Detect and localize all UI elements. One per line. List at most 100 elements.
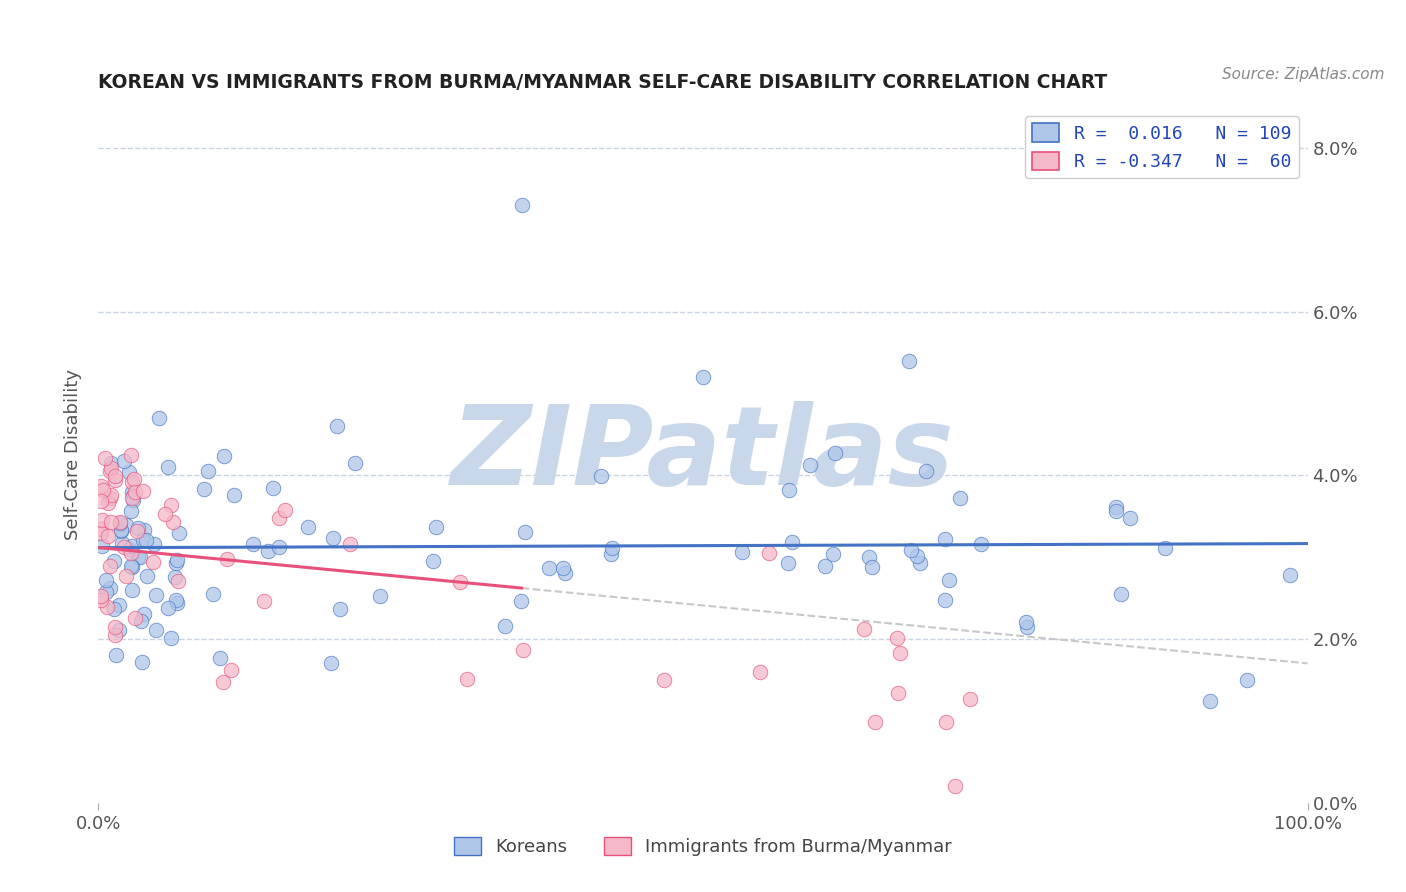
Point bbox=[326, 419, 349, 434]
Point bbox=[120, 546, 142, 560]
Point bbox=[128, 549, 150, 564]
Point bbox=[166, 596, 188, 610]
Point bbox=[512, 643, 534, 657]
Point bbox=[142, 555, 165, 569]
Point bbox=[104, 620, 127, 634]
Point bbox=[165, 593, 187, 607]
Point bbox=[162, 516, 184, 530]
Point bbox=[449, 575, 471, 590]
Point bbox=[222, 488, 245, 502]
Point bbox=[1199, 694, 1222, 708]
Point bbox=[692, 370, 714, 384]
Point bbox=[197, 464, 219, 478]
Point bbox=[1236, 673, 1258, 687]
Point bbox=[1119, 511, 1142, 525]
Point bbox=[127, 521, 149, 535]
Point bbox=[823, 547, 845, 561]
Point bbox=[274, 503, 297, 517]
Point bbox=[215, 552, 238, 566]
Point bbox=[319, 656, 342, 670]
Point bbox=[90, 526, 112, 541]
Point bbox=[121, 484, 143, 499]
Point bbox=[731, 545, 754, 559]
Point bbox=[425, 520, 447, 534]
Point bbox=[214, 449, 236, 463]
Point bbox=[934, 592, 956, 607]
Point bbox=[166, 574, 188, 589]
Point bbox=[97, 496, 120, 510]
Point bbox=[104, 473, 127, 487]
Point bbox=[943, 780, 966, 794]
Point bbox=[1014, 615, 1036, 629]
Point bbox=[1109, 587, 1132, 601]
Point bbox=[98, 491, 121, 506]
Point bbox=[93, 483, 115, 497]
Point bbox=[121, 492, 143, 507]
Point bbox=[98, 464, 121, 478]
Point bbox=[256, 543, 278, 558]
Point bbox=[267, 511, 290, 525]
Point bbox=[90, 522, 112, 536]
Point bbox=[120, 448, 142, 462]
Text: Source: ZipAtlas.com: Source: ZipAtlas.com bbox=[1222, 67, 1385, 82]
Point bbox=[914, 464, 936, 478]
Point bbox=[145, 623, 167, 637]
Point bbox=[104, 628, 127, 642]
Point bbox=[799, 458, 821, 473]
Point bbox=[91, 513, 114, 527]
Point bbox=[124, 610, 146, 624]
Point bbox=[98, 581, 121, 595]
Point bbox=[949, 491, 972, 505]
Point bbox=[103, 553, 125, 567]
Legend: Koreans, Immigrants from Burma/Myanmar: Koreans, Immigrants from Burma/Myanmar bbox=[447, 830, 959, 863]
Point bbox=[120, 558, 142, 573]
Point bbox=[100, 559, 122, 574]
Point bbox=[897, 353, 920, 368]
Point bbox=[156, 601, 179, 615]
Point bbox=[600, 541, 623, 555]
Point bbox=[934, 533, 956, 547]
Point bbox=[201, 587, 224, 601]
Point bbox=[120, 504, 142, 518]
Point bbox=[134, 607, 156, 621]
Point bbox=[863, 715, 886, 730]
Point bbox=[104, 648, 127, 662]
Point bbox=[262, 481, 284, 495]
Point bbox=[935, 715, 957, 730]
Point bbox=[104, 468, 127, 483]
Point bbox=[124, 485, 146, 500]
Point bbox=[110, 516, 132, 530]
Point bbox=[758, 546, 780, 560]
Point bbox=[858, 550, 880, 565]
Point bbox=[121, 559, 143, 574]
Point bbox=[510, 198, 533, 212]
Point bbox=[115, 569, 138, 583]
Point bbox=[1279, 568, 1302, 582]
Point bbox=[134, 523, 156, 537]
Point bbox=[155, 507, 177, 521]
Point bbox=[253, 594, 276, 608]
Point bbox=[886, 686, 908, 700]
Point bbox=[127, 549, 149, 564]
Point bbox=[90, 479, 112, 493]
Point bbox=[749, 665, 772, 680]
Point bbox=[131, 655, 153, 669]
Point bbox=[96, 573, 118, 587]
Point bbox=[456, 672, 478, 686]
Point bbox=[117, 541, 139, 556]
Point bbox=[91, 540, 114, 554]
Point bbox=[211, 675, 233, 690]
Point bbox=[135, 533, 157, 547]
Point bbox=[110, 523, 132, 537]
Point bbox=[513, 524, 536, 539]
Point bbox=[169, 526, 191, 541]
Point bbox=[159, 631, 181, 645]
Point bbox=[108, 624, 131, 638]
Point bbox=[959, 691, 981, 706]
Point bbox=[157, 460, 180, 475]
Point bbox=[422, 554, 444, 568]
Point bbox=[135, 568, 157, 582]
Point bbox=[776, 556, 799, 570]
Point bbox=[780, 535, 803, 549]
Point bbox=[129, 614, 152, 628]
